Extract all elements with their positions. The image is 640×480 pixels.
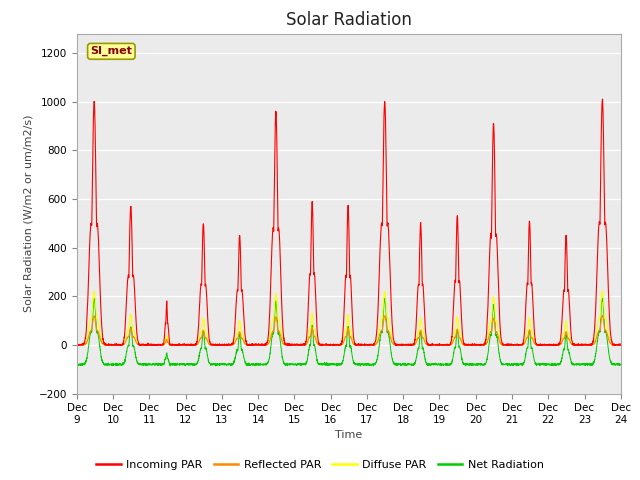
Incoming PAR [329,342,337,348]
Incoming PAR [171,342,179,348]
Reflected PAR [617,342,625,348]
Net Radiation [502,361,509,367]
Line: Diffuse PAR: Diffuse PAR [77,291,621,345]
Reflected PAR [171,342,179,348]
Incoming PAR [502,342,509,348]
Net Radiation [616,362,624,368]
Net Radiation [356,363,364,369]
Line: Reflected PAR: Reflected PAR [77,315,621,345]
X-axis label: Time: Time [335,431,362,441]
Incoming PAR [617,342,625,348]
Title: Solar Radiation: Solar Radiation [286,11,412,29]
Reflected PAR [616,342,624,348]
Diffuse PAR [598,288,606,294]
Net Radiation [328,361,336,367]
Net Radiation [171,362,179,368]
Diffuse PAR [329,342,337,348]
Reflected PAR [598,312,606,318]
Diffuse PAR [616,342,624,348]
Diffuse PAR [171,342,179,348]
Line: Incoming PAR: Incoming PAR [77,99,621,345]
Diffuse PAR [471,342,479,348]
Net Radiation [73,362,81,368]
Text: SI_met: SI_met [90,46,132,57]
Incoming PAR [471,342,479,348]
Reflected PAR [328,342,336,348]
Incoming PAR [616,341,624,347]
Diffuse PAR [73,342,81,348]
Reflected PAR [73,342,81,348]
Incoming PAR [598,96,606,102]
Diffuse PAR [74,342,81,348]
Diffuse PAR [441,342,449,348]
Incoming PAR [73,341,81,347]
Reflected PAR [502,342,509,348]
Net Radiation [471,362,479,368]
Legend: Incoming PAR, Reflected PAR, Diffuse PAR, Net Radiation: Incoming PAR, Reflected PAR, Diffuse PAR… [92,456,548,474]
Line: Net Radiation: Net Radiation [77,298,621,366]
Incoming PAR [441,342,449,348]
Diffuse PAR [502,342,509,348]
Y-axis label: Solar Radiation (W/m2 or um/m2/s): Solar Radiation (W/m2 or um/m2/s) [23,115,33,312]
Incoming PAR [73,342,81,348]
Diffuse PAR [617,342,625,348]
Net Radiation [617,361,625,367]
Net Radiation [381,295,389,301]
Net Radiation [441,362,449,368]
Reflected PAR [471,342,479,348]
Reflected PAR [440,342,448,348]
